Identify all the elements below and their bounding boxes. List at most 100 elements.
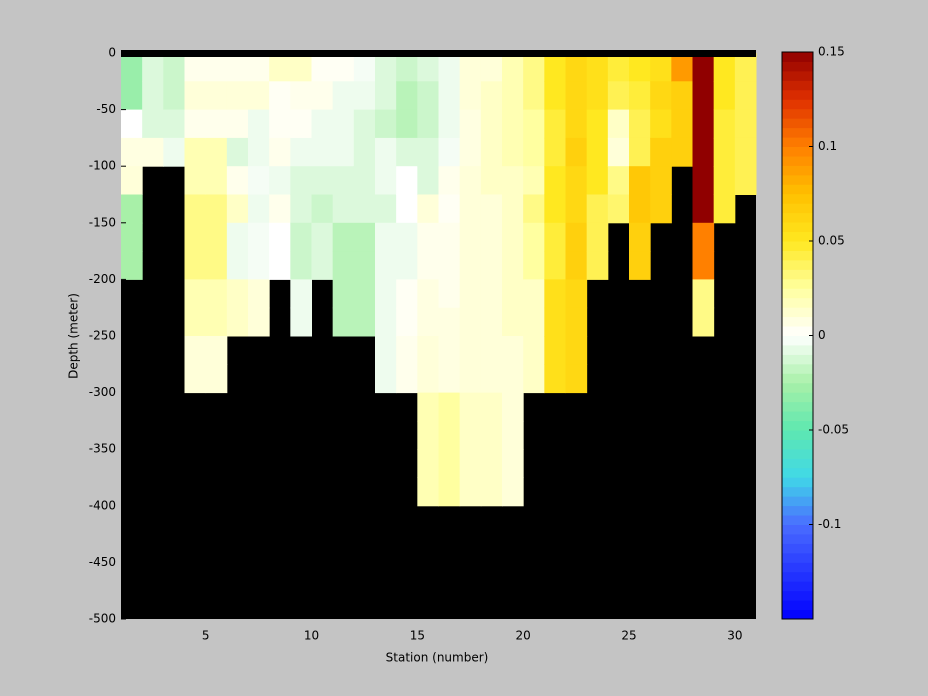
heatmap-cell [502,336,524,365]
heatmap-cell [734,137,757,167]
colorbar-band [782,439,813,450]
colorbar-band [782,411,813,422]
heatmap-cell [290,53,312,82]
heatmap-cell [417,449,439,478]
heatmap-cell [375,336,397,365]
heatmap-cell [290,109,312,139]
y-tick-label: -350 [89,442,116,456]
colorbar-band [782,222,813,233]
colorbar-band [782,392,813,403]
heatmap-cell [565,137,588,167]
heatmap-cell [438,251,461,280]
heatmap-cell [502,53,524,82]
heatmap-cell [586,222,609,252]
colorbar-band [782,269,813,280]
heatmap-cell [629,53,651,82]
heatmap-cell [205,336,228,365]
heatmap-cell [502,222,524,252]
colorbar-band [782,590,813,601]
heatmap-cell [459,81,482,111]
heatmap-cell [375,307,397,337]
colorbar-band [782,420,813,431]
heatmap-cell [226,279,249,309]
heatmap-cell [184,222,207,252]
heatmap-cell [226,81,249,111]
heatmap-cell [375,364,397,394]
heatmap-cell [205,53,228,82]
heatmap-cell [544,109,566,139]
heatmap-cell [396,137,418,167]
heatmap-cell [332,307,355,337]
colorbar-band [782,430,813,440]
heatmap-cell [311,109,334,139]
heatmap-cell [734,81,757,111]
heatmap-cell [269,194,291,224]
colorbar-band [782,533,813,544]
heatmap-cell [713,137,736,167]
heatmap-cell [205,137,228,167]
heatmap-cell [523,222,545,252]
heatmap-cell [438,222,461,252]
heatmap-cell [417,392,439,422]
heatmap-cell [184,194,207,224]
heatmap-cell [480,53,503,82]
heatmap-cell [523,336,545,365]
heatmap-cell [586,53,609,82]
heatmap-cell [184,336,207,365]
heatmap-cell [163,109,185,139]
heatmap-cell [248,53,270,82]
heatmap-cell [629,137,651,167]
heatmap-cell [248,307,270,337]
colorbar-band [782,70,813,81]
heatmap-cell [544,222,566,252]
heatmap-cell [226,137,249,167]
colorbar-band [782,562,813,573]
heatmap-cell [205,364,228,394]
x-axis-label: Station (number) [386,651,489,665]
heatmap-cell [184,137,207,167]
heatmap-cell [396,279,418,309]
heatmap-cell [607,194,630,224]
heatmap-cell [523,81,545,111]
heatmap-cell [205,307,228,337]
heatmap-cell [290,279,312,309]
heatmap-cell [438,109,461,139]
heatmap-cell [607,137,630,167]
heatmap-cell [629,194,651,224]
heatmap-cell [353,279,376,309]
heatmap-cell [269,109,291,139]
x-tick-label: 10 [304,629,319,643]
heatmap-cell [332,222,355,252]
heatmap-cell [544,307,566,337]
heatmap-cell [417,194,439,224]
heatmap-cell [607,81,630,111]
colorbar-band [782,496,813,507]
heatmap-cell [565,279,588,309]
heatmap-cell [417,420,439,450]
x-tick-label: 30 [727,629,742,643]
colorbar-tick-label: 0 [818,328,826,342]
heatmap-cell [226,307,249,337]
heatmap-cell [332,137,355,167]
heatmap-cell [269,81,291,111]
heatmap-cell [480,109,503,139]
y-tick-label: -400 [89,498,116,512]
heatmap-cell [480,222,503,252]
heatmap-cell [459,307,482,337]
heatmap-cell [438,364,461,394]
colorbar-band [782,203,813,214]
heatmap-cell [459,166,482,195]
heatmap-cell [375,166,397,195]
colorbar-band [782,401,813,412]
heatmap-cell [544,81,566,111]
y-tick-label: -200 [89,272,116,286]
heatmap-cell [184,166,207,195]
colorbar-band [782,552,813,563]
colorbar-band [782,118,813,129]
heatmap-cell [650,137,672,167]
heatmap-cell [459,109,482,139]
heatmap-cell [290,251,312,280]
heatmap-cell [523,251,545,280]
heatmap-cell [184,109,207,139]
